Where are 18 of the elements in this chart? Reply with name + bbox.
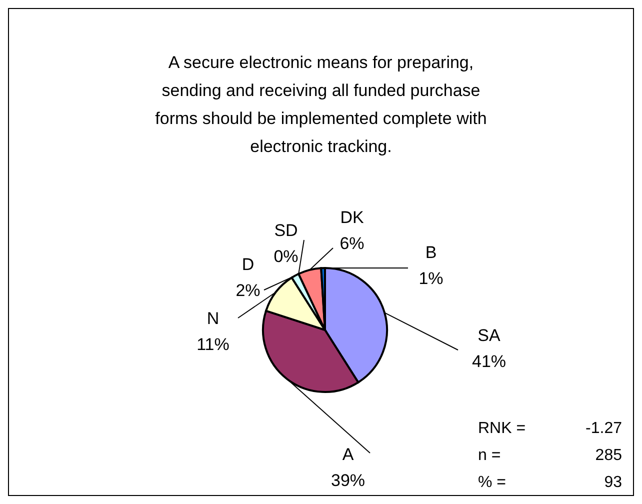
text: RNK = -1.27 [478, 420, 622, 437]
slice-label: SA [478, 326, 501, 345]
text: n = 285 [478, 447, 622, 464]
chart-title: A secure electronic means for preparing, sending and receiving all funded purchase forms should be implemented complete with electronic tracking. [155, 53, 487, 156]
slice-label: A [342, 445, 354, 464]
data-label: 11% [196, 335, 230, 354]
data-label: 6% [340, 234, 364, 253]
category-label: SD [274, 221, 298, 240]
text: % = 93 [478, 474, 622, 491]
slice-label: B [425, 243, 437, 262]
slice-label: N [206, 309, 220, 328]
data-label: 39% [330, 471, 366, 490]
slice-label: D [242, 255, 254, 274]
text: 0% [274, 247, 298, 266]
slice-label: DK [340, 208, 364, 227]
data-label: 1% [418, 269, 444, 288]
data-label: 2% [236, 281, 260, 300]
data-label: 41% [472, 352, 506, 371]
